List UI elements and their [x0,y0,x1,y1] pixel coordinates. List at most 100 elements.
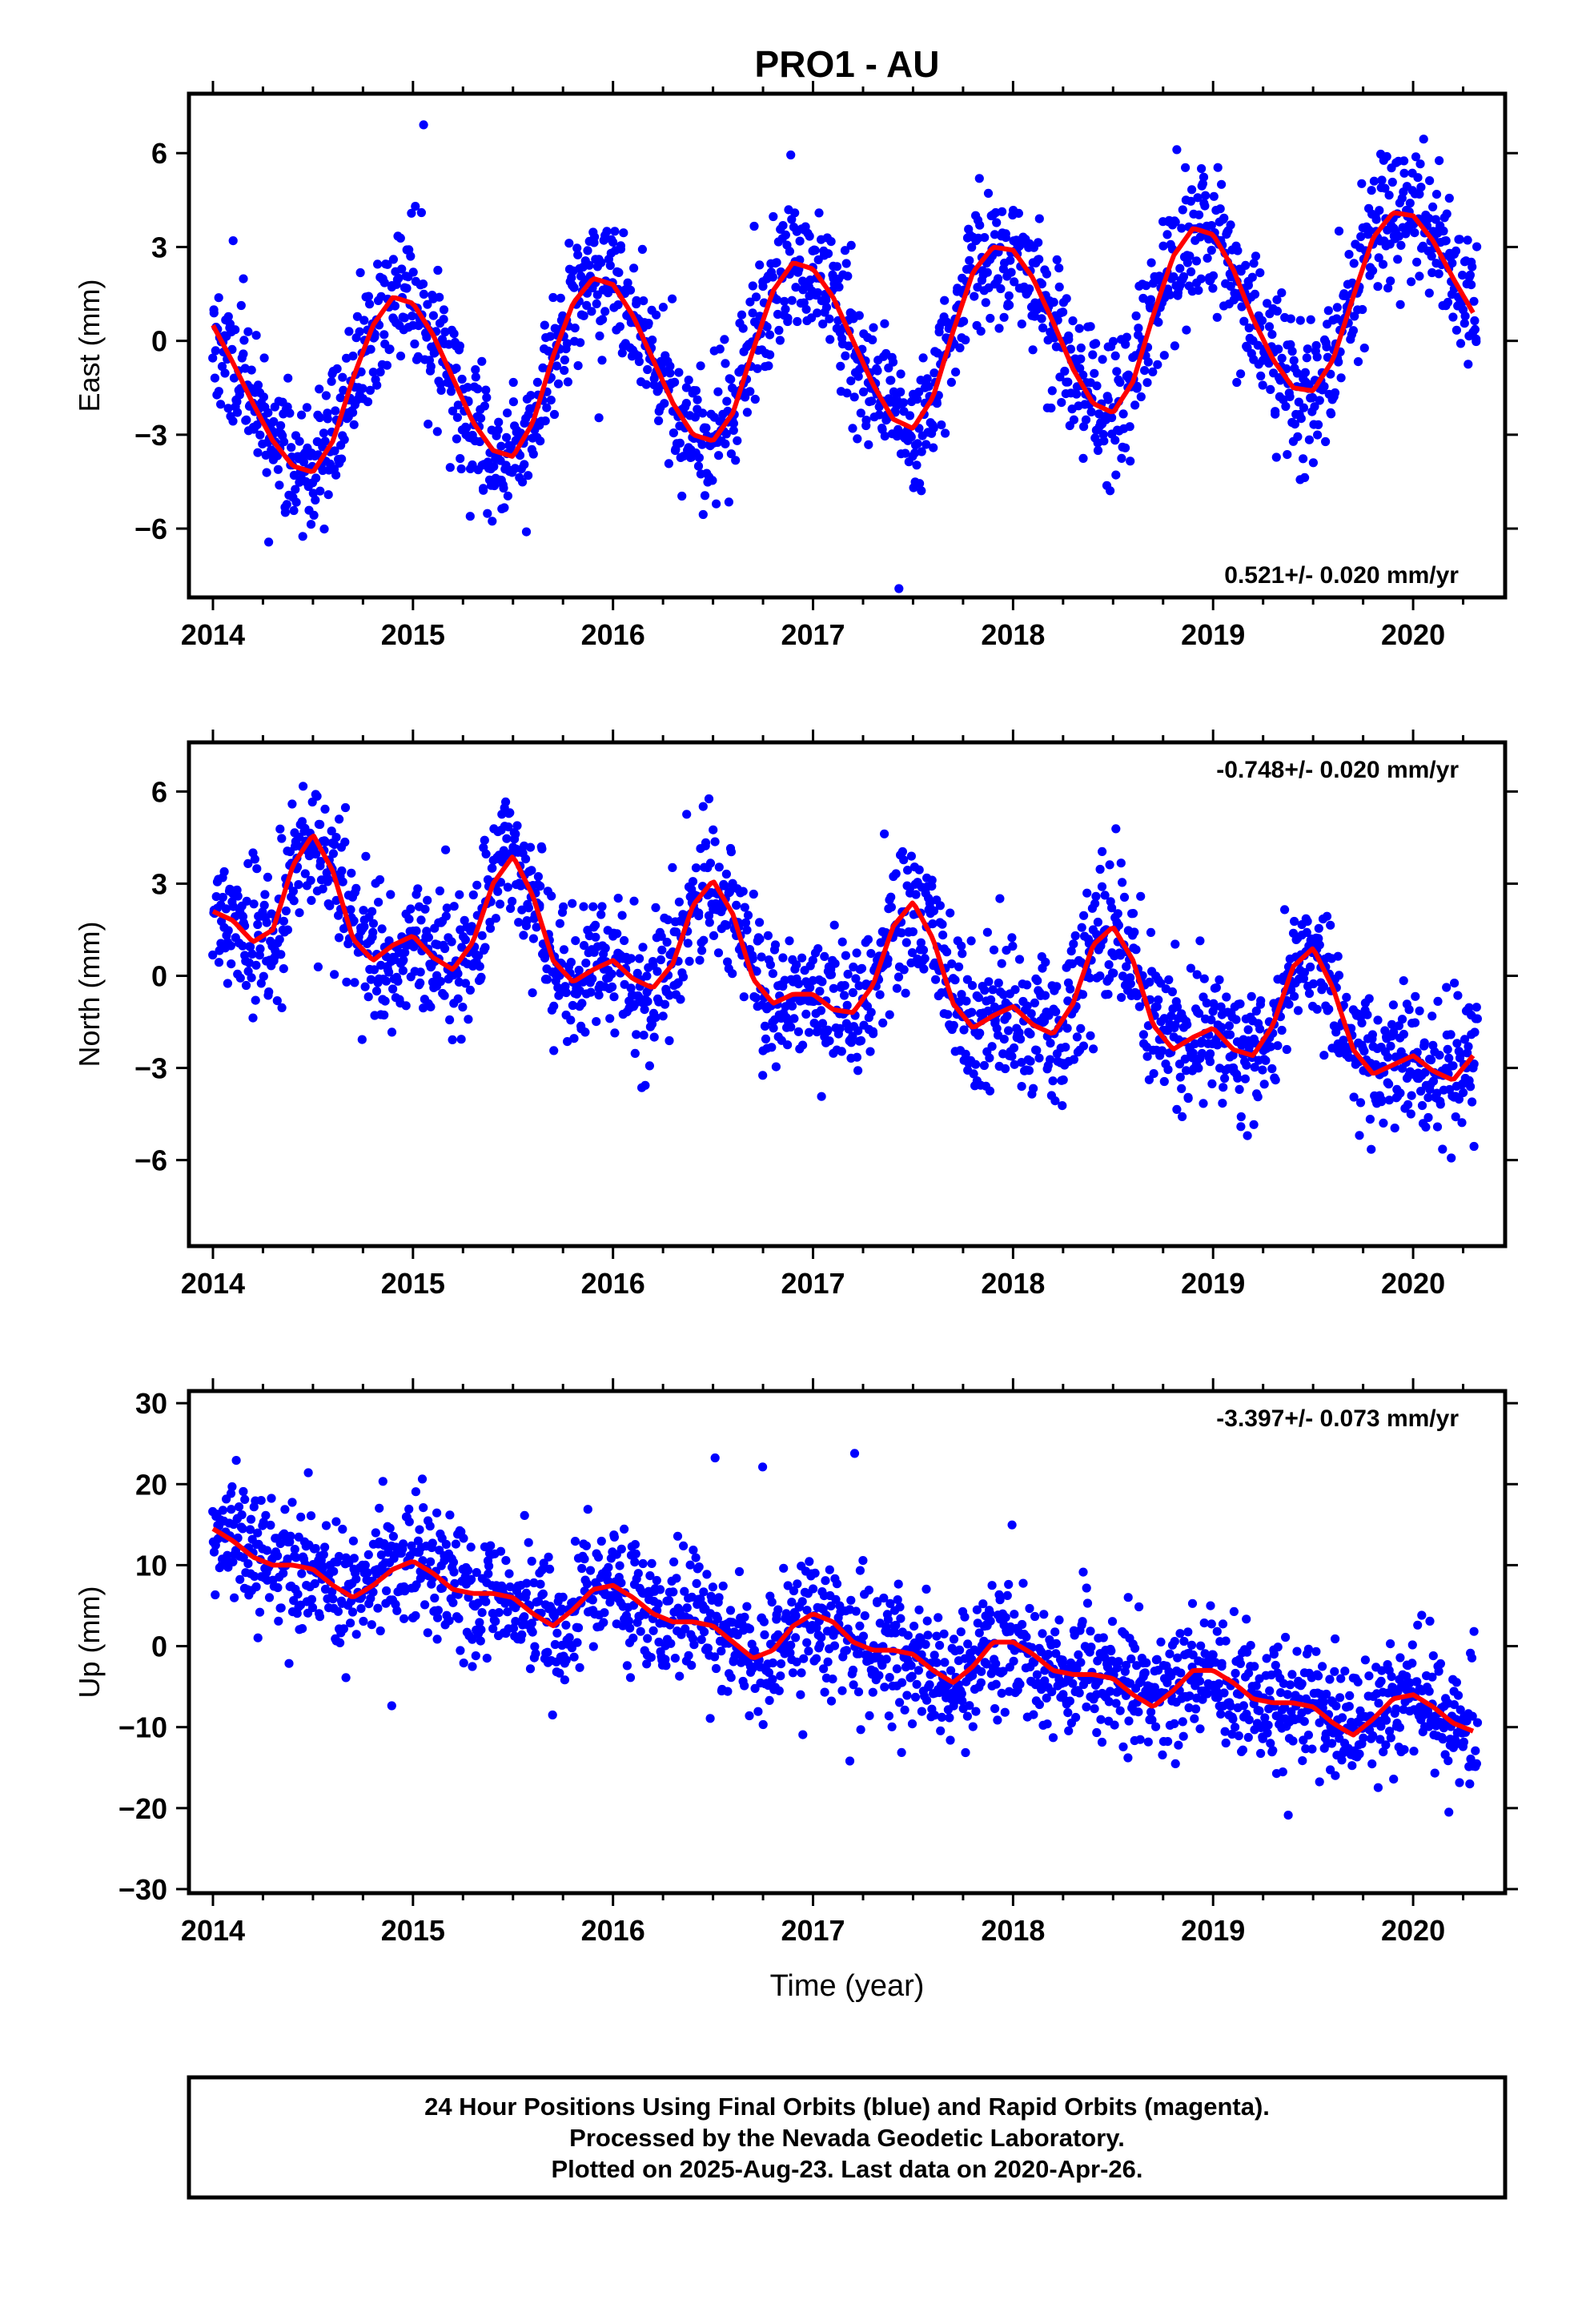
east-data-point [853,372,863,381]
east-data-point [445,463,455,472]
north-data-point [957,941,966,951]
up-data-point [475,1618,484,1627]
up-data-point [527,1618,537,1628]
north-data-point [787,1001,797,1011]
up-data-point [776,1671,785,1681]
north-data-point [388,984,398,994]
north-data-point [256,979,266,988]
east-data-point [1034,238,1043,247]
east-data-point [232,408,243,417]
north-data-point [752,967,761,976]
east-data-point [896,369,905,379]
north-data-point [656,955,666,965]
east-data-point [1310,402,1319,412]
north-data-point [1388,1000,1398,1010]
north-data-point [315,857,326,866]
east-data-point [1200,201,1210,211]
north-data-point [1197,1048,1207,1059]
north-data-point [1290,991,1299,1001]
east-data-point [1075,364,1085,373]
north-data-point [1231,1015,1241,1024]
up-data-point [609,1532,620,1542]
up-data-point [760,1630,769,1639]
north-data-point [260,890,270,899]
north-data-point [259,971,268,981]
up-data-point [604,1562,613,1572]
north-data-point [495,899,505,909]
up-data-point [454,1614,464,1623]
north-data-point [901,938,911,947]
north-data-point [1373,1015,1383,1025]
up-data-point [826,1696,837,1706]
north-data-point [384,967,394,977]
up-data-point [339,1624,348,1634]
up-data-point [687,1660,697,1671]
east-data-point [1146,295,1156,304]
east-data-point [562,339,572,348]
north-data-point [899,965,909,975]
up-data-point [585,1566,596,1575]
east-data-point [548,292,558,303]
north-data-point [1159,1076,1169,1087]
east-data-point [433,265,443,275]
north-data-point [1033,976,1042,986]
north-data-point [1355,1131,1364,1140]
east-data-point [983,188,994,198]
north-data-point [491,914,501,923]
up-data-point [373,1603,383,1613]
east-data-point [1472,242,1482,251]
north-data-point [440,991,449,1000]
up-data-point [703,1643,713,1653]
north-data-point [457,943,467,952]
up-data-point [557,1604,567,1614]
east-data-point [348,408,358,417]
up-data-point [481,1597,491,1606]
up-data-point [805,1557,814,1566]
east-data-point [1431,215,1440,224]
north-data-point [1468,1097,1477,1107]
east-data-point [416,207,427,218]
north-data-point [1002,1011,1012,1021]
up-data-point [520,1510,529,1520]
north-data-point [649,1032,659,1042]
north-data-point [721,869,732,879]
east-data-point [1375,206,1384,215]
east-data-point [1387,177,1397,187]
east-data-point [560,365,569,376]
up-data-point [768,1658,778,1668]
east-data-point [502,432,512,442]
east-data-point [1118,409,1128,419]
up-data-point [884,1711,893,1721]
east-data-point [540,320,549,330]
east-data-point [553,379,564,388]
up-data-point [545,1564,555,1574]
up-data-point [636,1626,645,1636]
north-data-point [959,1025,969,1035]
up-data-point [283,1554,292,1564]
up-data-point [415,1525,424,1534]
east-data-point [1046,403,1056,413]
north-data-point [705,858,716,868]
north-data-point [857,963,867,973]
east-data-point [320,436,330,446]
east-data-point [602,227,612,236]
north-data-point [1277,1025,1287,1035]
east-data-point [1447,259,1457,268]
east-data-point [231,325,240,335]
east-data-point [713,387,723,396]
north-data-point [943,1010,953,1019]
north-data-point [1236,1122,1246,1132]
east-data-point [765,330,775,340]
up-data-point [849,1449,860,1458]
east-data-point [615,322,625,332]
north-data-point [366,975,375,984]
east-data-point [576,338,585,348]
north-data-point [1180,1054,1190,1064]
up-data-point [812,1623,821,1633]
up-data-point [261,1510,271,1520]
up-data-point [826,1601,836,1610]
up-data-point [689,1640,699,1650]
east-data-point [332,364,342,374]
north-data-point [1359,1046,1369,1056]
east-data-point [407,208,416,218]
